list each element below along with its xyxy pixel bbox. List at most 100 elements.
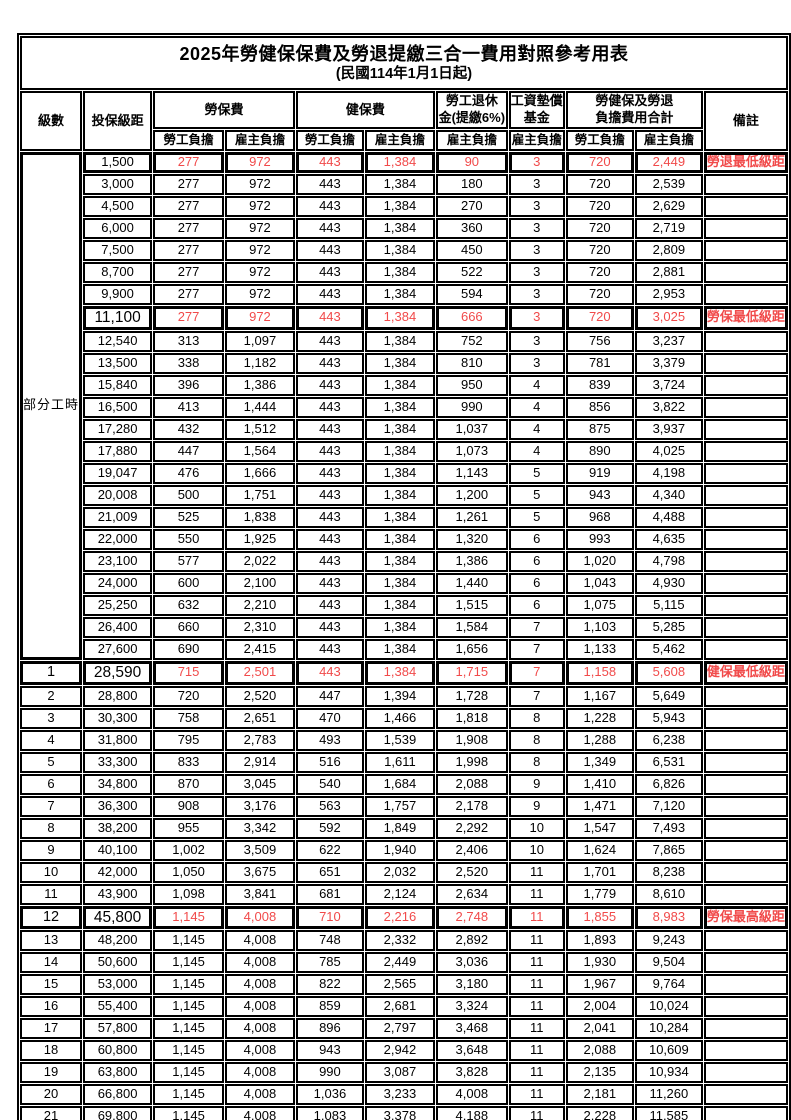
cell-health-employee: 896 xyxy=(295,1018,364,1040)
header-level: 級數 xyxy=(20,91,83,151)
cell-remark xyxy=(703,817,788,839)
cell-level: 5 xyxy=(20,751,83,773)
cell-wage-fund-employer: 11 xyxy=(508,905,565,930)
cell-labor-employer: 2,501 xyxy=(224,660,295,685)
cell-health-employer: 1,611 xyxy=(364,751,435,773)
cell-labor-employer: 1,444 xyxy=(224,396,295,418)
cell-labor-employee: 1,145 xyxy=(153,1018,224,1040)
cell-bracket: 28,800 xyxy=(83,685,153,707)
title-row: 2025年勞健保保費及勞退提繳三合一費用對照參考用表 (民國114年1月1日起) xyxy=(20,36,788,90)
cell-remark xyxy=(703,1106,788,1120)
cell-pension-employer: 1,073 xyxy=(435,440,508,462)
cell-wage-fund-employer: 7 xyxy=(508,685,565,707)
cell-health-employer: 1,466 xyxy=(364,707,435,729)
cell-health-employee: 822 xyxy=(295,974,364,996)
title-cell: 2025年勞健保保費及勞退提繳三合一費用對照參考用表 (民國114年1月1日起) xyxy=(20,36,788,90)
cell-labor-employee: 277 xyxy=(153,240,224,261)
cell-total-employee: 720 xyxy=(565,306,634,330)
cell-health-employer: 1,384 xyxy=(364,550,435,572)
cell-total-employer: 2,449 xyxy=(634,152,703,173)
cell-labor-employee: 277 xyxy=(153,174,224,195)
table-row: 9 40,100 1,002 3,509 622 1,940 2,406 10 1,624 7,8… xyxy=(20,839,788,861)
cell-wage-fund-employer: 11 xyxy=(508,861,565,883)
cell-total-employer: 3,822 xyxy=(634,396,703,418)
header-labor-employer: 雇主負擔 xyxy=(224,130,295,151)
cell-bracket: 17,880 xyxy=(83,440,153,462)
cell-bracket: 43,900 xyxy=(83,883,153,905)
cell-health-employee: 443 xyxy=(295,418,364,440)
cell-total-employee: 1,967 xyxy=(565,974,634,996)
cell-wage-fund-employer: 10 xyxy=(508,839,565,861)
cell-bracket: 19,047 xyxy=(83,462,153,484)
header-remark: 備註 xyxy=(703,91,788,151)
cell-total-employer: 8,238 xyxy=(634,861,703,883)
cell-labor-employer: 1,838 xyxy=(224,506,295,528)
cell-wage-fund-employer: 3 xyxy=(508,306,565,330)
cell-remark: 勞退最低級距 xyxy=(703,152,788,173)
cell-health-employee: 443 xyxy=(295,240,364,261)
cell-wage-fund-employer: 3 xyxy=(508,352,565,374)
cell-labor-employee: 413 xyxy=(153,396,224,418)
cell-total-employer: 5,943 xyxy=(634,707,703,729)
cell-wage-fund-employer: 9 xyxy=(508,773,565,795)
cell-health-employer: 1,384 xyxy=(364,616,435,638)
cell-pension-employer: 180 xyxy=(435,174,508,195)
cell-bracket: 16,500 xyxy=(83,396,153,418)
cell-total-employee: 919 xyxy=(565,462,634,484)
cell-total-employee: 720 xyxy=(565,218,634,239)
header-total-line2: 負擔費用合計 xyxy=(595,110,674,125)
cell-level: 3 xyxy=(20,707,83,729)
cell-total-employee: 1,779 xyxy=(565,883,634,905)
cell-wage-fund-employer: 11 xyxy=(508,1084,565,1106)
cell-remark: 勞保最高級距 xyxy=(703,905,788,930)
cell-health-employee: 443 xyxy=(295,572,364,594)
cell-bracket: 42,000 xyxy=(83,861,153,883)
cell-health-employer: 2,565 xyxy=(364,974,435,996)
cell-level: 21 xyxy=(20,1106,83,1120)
cell-labor-employer: 972 xyxy=(224,284,295,305)
cell-health-employer: 1,384 xyxy=(364,262,435,283)
cell-health-employer: 1,384 xyxy=(364,352,435,374)
cell-total-employee: 875 xyxy=(565,418,634,440)
cell-wage-fund-employer: 3 xyxy=(508,240,565,261)
cell-wage-fund-employer: 11 xyxy=(508,930,565,952)
cell-remark xyxy=(703,861,788,883)
cell-remark xyxy=(703,795,788,817)
cell-bracket: 53,000 xyxy=(83,974,153,996)
table-row: 27,600 690 2,415 443 1,384 1,656 7 1,133 5,462 xyxy=(20,638,788,660)
cell-total-employer: 4,198 xyxy=(634,462,703,484)
cell-pension-employer: 2,178 xyxy=(435,795,508,817)
cell-pension-employer: 3,828 xyxy=(435,1062,508,1084)
table-row: 26,400 660 2,310 443 1,384 1,584 7 1,103 5,285 xyxy=(20,616,788,638)
cell-total-employer: 2,719 xyxy=(634,218,703,239)
cell-bracket: 60,800 xyxy=(83,1040,153,1062)
cell-labor-employer: 2,210 xyxy=(224,594,295,616)
cell-pension-employer: 752 xyxy=(435,330,508,352)
table-row: 20,008 500 1,751 443 1,384 1,200 5 943 4,340 xyxy=(20,484,788,506)
cell-pension-employer: 1,261 xyxy=(435,506,508,528)
cell-pension-employer: 522 xyxy=(435,262,508,283)
table-row: 19 63,800 1,145 4,008 990 3,087 3,828 11 2,135 10… xyxy=(20,1062,788,1084)
cell-total-employer: 3,724 xyxy=(634,374,703,396)
cell-total-employee: 943 xyxy=(565,484,634,506)
cell-wage-fund-employer: 3 xyxy=(508,284,565,305)
cell-remark xyxy=(703,462,788,484)
cell-health-employee: 859 xyxy=(295,996,364,1018)
cell-labor-employee: 1,145 xyxy=(153,974,224,996)
table-row: 22,000 550 1,925 443 1,384 1,320 6 993 4,635 xyxy=(20,528,788,550)
cell-wage-fund-employer: 8 xyxy=(508,751,565,773)
cell-bracket: 13,500 xyxy=(83,352,153,374)
cell-labor-employer: 1,564 xyxy=(224,440,295,462)
cell-total-employee: 756 xyxy=(565,330,634,352)
cell-labor-employer: 4,008 xyxy=(224,1084,295,1106)
cell-total-employer: 4,488 xyxy=(634,506,703,528)
cell-labor-employer: 2,022 xyxy=(224,550,295,572)
cell-wage-fund-employer: 4 xyxy=(508,374,565,396)
cell-total-employer: 2,809 xyxy=(634,240,703,261)
cell-wage-fund-employer: 7 xyxy=(508,660,565,685)
cell-health-employer: 2,797 xyxy=(364,1018,435,1040)
cell-pension-employer: 2,520 xyxy=(435,861,508,883)
cell-labor-employee: 447 xyxy=(153,440,224,462)
table-row: 14 50,600 1,145 4,008 785 2,449 3,036 11 1,930 9,… xyxy=(20,952,788,974)
cell-total-employer: 5,285 xyxy=(634,616,703,638)
